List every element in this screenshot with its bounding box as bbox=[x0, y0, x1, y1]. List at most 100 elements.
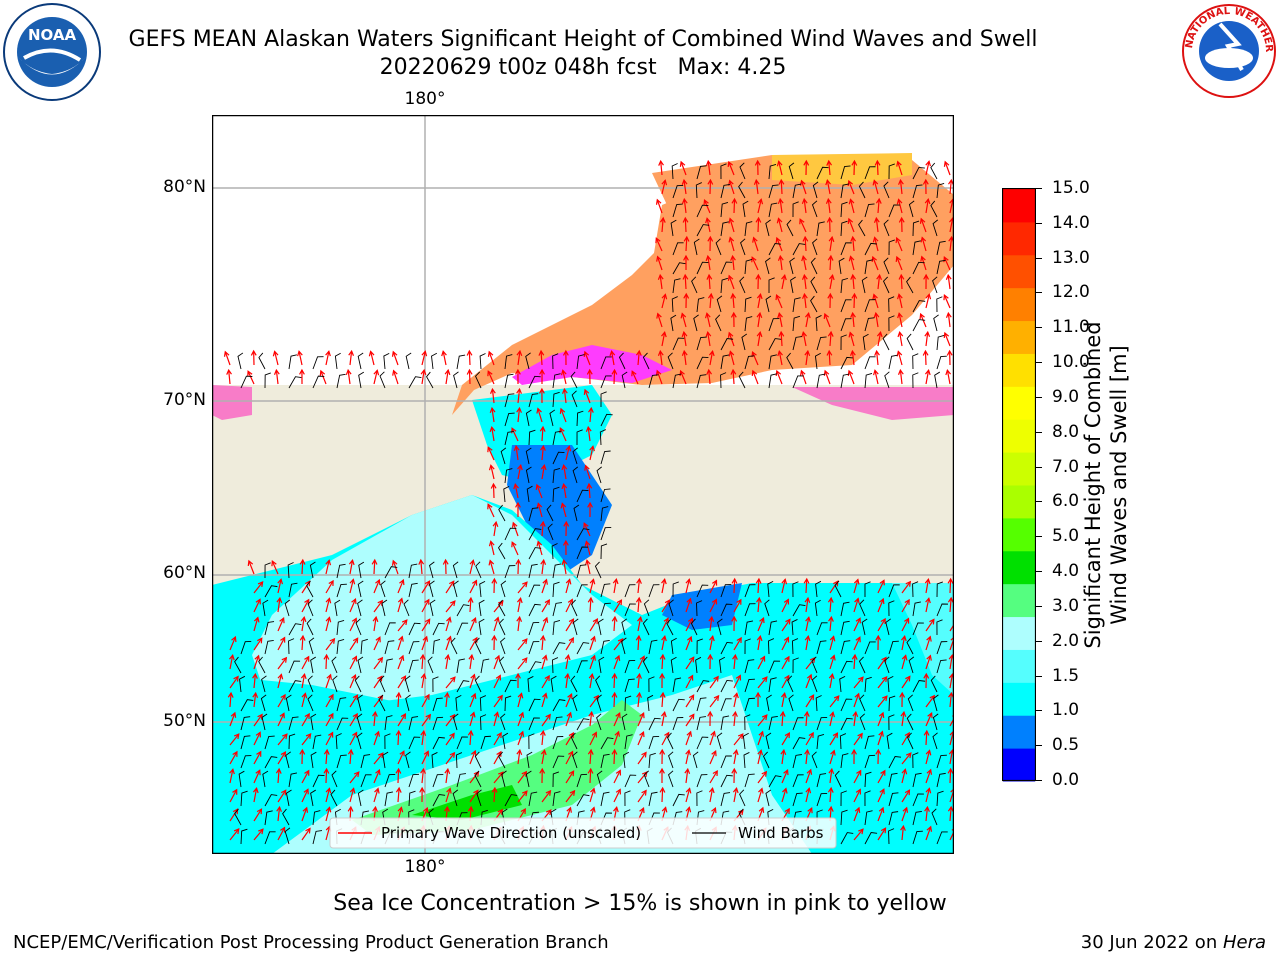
colorbar-segment bbox=[1003, 485, 1035, 519]
wave-arrow bbox=[611, 691, 618, 708]
colorbar-tick bbox=[1036, 501, 1042, 503]
wave-arrow bbox=[661, 578, 667, 594]
wave-arrow bbox=[565, 692, 573, 708]
wind-barb bbox=[792, 243, 806, 256]
wind-barb bbox=[816, 336, 827, 351]
wind-barb bbox=[668, 599, 674, 617]
wave-arrow bbox=[802, 292, 808, 309]
wind-barb bbox=[334, 352, 341, 370]
wave-arrow bbox=[349, 771, 360, 784]
wave-arrow bbox=[947, 596, 954, 613]
wind-barb bbox=[429, 599, 436, 617]
wave-arrow bbox=[517, 657, 528, 670]
colorbar-segment bbox=[1003, 517, 1035, 552]
wave-arrow bbox=[487, 350, 495, 366]
colorbar-segment bbox=[1003, 353, 1035, 387]
wind-barb bbox=[336, 563, 346, 579]
wind-barb bbox=[696, 297, 705, 313]
wave-arrow bbox=[685, 787, 692, 803]
wind-barb bbox=[528, 641, 540, 655]
wave-arrow bbox=[947, 767, 954, 784]
wind-barb bbox=[840, 660, 853, 674]
wave-arrow bbox=[777, 197, 784, 214]
wind-barb bbox=[932, 219, 939, 237]
wind-barb bbox=[570, 675, 578, 693]
wind-barb bbox=[357, 599, 363, 617]
wind-barb bbox=[864, 356, 876, 370]
wave-arrow bbox=[541, 789, 552, 803]
wave-arrow bbox=[897, 368, 904, 385]
wind-barb bbox=[693, 238, 700, 256]
wind-barb bbox=[576, 546, 589, 560]
wave-arrow bbox=[706, 273, 713, 290]
wind-barb bbox=[550, 675, 557, 693]
wind-barb bbox=[696, 204, 709, 218]
wave-arrow bbox=[804, 596, 811, 613]
wave-arrow bbox=[469, 559, 476, 575]
wind-barb bbox=[576, 660, 588, 674]
wave-arrow bbox=[277, 789, 287, 803]
wave-arrow bbox=[421, 750, 429, 765]
wind-barb bbox=[744, 221, 753, 237]
wave-arrow bbox=[373, 369, 380, 385]
wind-barb bbox=[696, 600, 703, 617]
wave-arrow bbox=[756, 596, 762, 613]
wind-barb bbox=[336, 754, 347, 769]
sea-ice-note: Sea Ice Concentration > 15% is shown in … bbox=[333, 891, 947, 916]
wave-arrow bbox=[373, 787, 380, 803]
wind-barb bbox=[480, 735, 491, 750]
colorbar-segment bbox=[1003, 649, 1035, 683]
wave-arrow bbox=[517, 692, 524, 708]
wind-barb bbox=[432, 794, 446, 807]
wave-arrow bbox=[515, 368, 521, 385]
wind-barb bbox=[264, 562, 271, 579]
wind-barb bbox=[528, 717, 540, 731]
wind-barb bbox=[811, 656, 818, 674]
wind-barb bbox=[906, 276, 914, 294]
wind-barb bbox=[744, 584, 756, 598]
wind-barb bbox=[840, 373, 850, 389]
wave-arrow bbox=[563, 520, 570, 537]
wave-arrow bbox=[924, 197, 931, 214]
wave-arrow bbox=[757, 787, 764, 803]
wind-barb bbox=[739, 162, 746, 180]
wind-barb bbox=[427, 656, 434, 674]
wind-barb bbox=[936, 581, 944, 598]
wind-barb bbox=[264, 621, 275, 636]
wave-arrow bbox=[872, 179, 879, 195]
wind-barb bbox=[312, 734, 322, 750]
wind-barb bbox=[912, 166, 925, 180]
colorbar-segment bbox=[1003, 583, 1035, 618]
wave-arrow bbox=[851, 292, 858, 309]
wave-arrow bbox=[373, 656, 384, 670]
wave-arrow bbox=[589, 654, 596, 670]
wave-arrow bbox=[487, 503, 495, 518]
map-legend: Primary Wave Direction (unscaled) Wind B… bbox=[329, 817, 837, 849]
wave-arrow bbox=[229, 788, 238, 803]
wave-arrow bbox=[853, 806, 861, 822]
wave-arrow bbox=[804, 349, 811, 366]
wave-arrow bbox=[900, 710, 907, 727]
wind-barb bbox=[715, 314, 722, 332]
wave-arrow bbox=[536, 407, 543, 423]
wind-barb bbox=[792, 581, 799, 598]
wind-barb bbox=[600, 791, 610, 807]
wind-barb bbox=[816, 716, 828, 731]
colorbar-tick-label: 3.0 bbox=[1052, 595, 1080, 616]
wave-arrow bbox=[325, 806, 332, 822]
wave-arrow bbox=[919, 217, 927, 233]
wave-arrow bbox=[493, 616, 500, 632]
wave-arrow bbox=[395, 786, 402, 803]
colorbar-tick bbox=[1036, 675, 1042, 677]
wind-barb bbox=[862, 333, 869, 351]
wind-barb bbox=[384, 774, 396, 788]
wind-barb bbox=[309, 561, 316, 579]
wave-arrow bbox=[684, 767, 691, 784]
wind-barb bbox=[336, 373, 346, 389]
wind-barb bbox=[234, 808, 242, 826]
wave-arrow bbox=[277, 826, 286, 841]
wave-arrow bbox=[420, 368, 427, 385]
wave-arrow bbox=[876, 331, 883, 347]
wind-barb bbox=[839, 733, 847, 750]
wind-barb bbox=[288, 638, 295, 655]
